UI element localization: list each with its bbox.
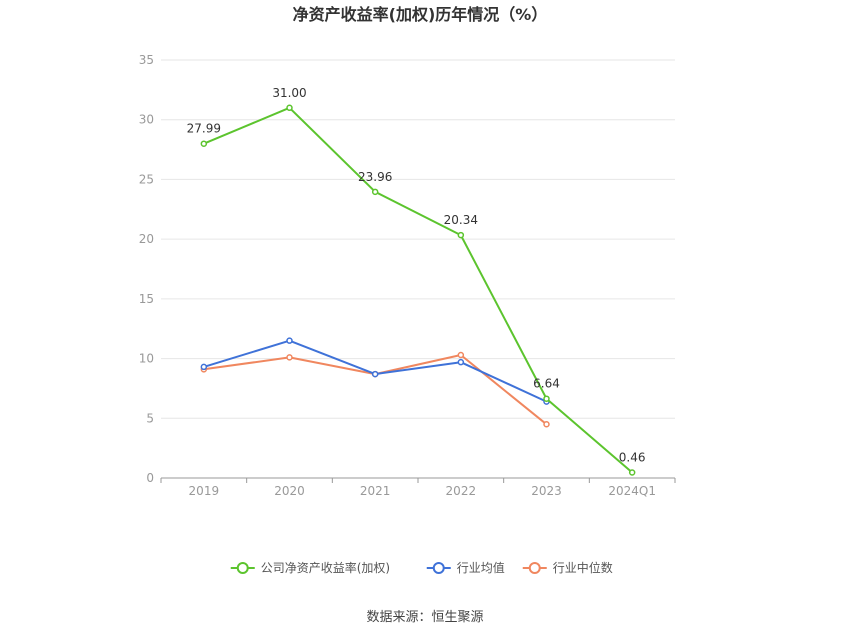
data-label-2021: 23.96 — [358, 170, 392, 184]
data-labels: 27.99 31.00 23.96 20.34 6.64 0.46 — [187, 86, 646, 465]
data-point-s0-2023 — [543, 395, 550, 402]
y-tick-label-10: 10 — [139, 352, 154, 366]
data-point-s0-2022 — [457, 231, 465, 239]
data-point-s2-2022 — [457, 351, 465, 359]
data-label-2020: 31.00 — [272, 86, 306, 100]
data-label-2019: 27.99 — [187, 122, 221, 136]
data-point-s2-2020 — [286, 354, 293, 361]
data-point-s1-2019 — [200, 363, 208, 371]
grid — [161, 59, 675, 419]
legend-item-2[interactable]: 行业中位数 — [522, 560, 613, 575]
source-note: 数据来源：恒生聚源 — [366, 610, 483, 625]
data-point-s0-2021 — [371, 188, 379, 196]
data-point-s0-2024Q1 — [628, 469, 636, 476]
y-tick-label-15: 15 — [139, 292, 154, 306]
legend-item-0[interactable]: 公司净资产收益率(加权) — [230, 560, 390, 575]
legend-marker-2 — [528, 562, 541, 574]
legend-marker-0 — [236, 562, 249, 574]
legend-label-0: 公司净资产收益率(加权) — [261, 560, 390, 575]
y-tick-label-0: 0 — [146, 471, 154, 485]
data-label-2024Q1: 0.46 — [619, 451, 646, 465]
data-point-s0-2019 — [200, 140, 208, 147]
data-label-2023: 6.64 — [533, 377, 560, 391]
legend-label-2: 行业中位数 — [553, 560, 613, 575]
data-label-2022: 20.34 — [444, 213, 478, 227]
y-tick-label-25: 25 — [139, 172, 154, 186]
chart-title: 净资产收益率(加权)历年情况（%） — [293, 5, 548, 24]
data-point-s0-2020 — [286, 104, 293, 112]
y-tick-label-5: 5 — [146, 411, 154, 425]
axes: 0 5 10 15 20 25 30 35 2019 2020 2021 2022 2023 2024Q1 — [139, 53, 676, 498]
y-tick-label-30: 30 — [139, 113, 154, 127]
data-point-s2-2023 — [543, 421, 550, 428]
x-tick-label-2022: 2022 — [446, 484, 477, 498]
data-point-s1-2020 — [286, 337, 293, 344]
data-point-s1-2022 — [457, 358, 465, 366]
y-tick-label-35: 35 — [139, 53, 154, 67]
legend-item-1[interactable]: 行业均值 — [426, 560, 505, 575]
y-tick-label-20: 20 — [139, 232, 154, 246]
data-point-s1-2021 — [371, 370, 379, 378]
legend-marker-1 — [432, 562, 445, 574]
x-tick-label-2021: 2021 — [360, 484, 391, 498]
series-group — [200, 104, 636, 476]
legend[interactable]: 公司净资产收益率(加权) 行业均值 行业中位数 — [230, 560, 613, 575]
x-tick-label-2019: 2019 — [189, 484, 220, 498]
series-line-0 — [203, 106, 633, 474]
legend-label-1: 行业均值 — [457, 560, 505, 575]
x-tick-label-2023: 2023 — [531, 484, 562, 498]
x-tick-label-2020: 2020 — [274, 484, 305, 498]
series-line-2 — [203, 354, 548, 426]
x-tick-label-2024Q1: 2024Q1 — [608, 484, 656, 498]
